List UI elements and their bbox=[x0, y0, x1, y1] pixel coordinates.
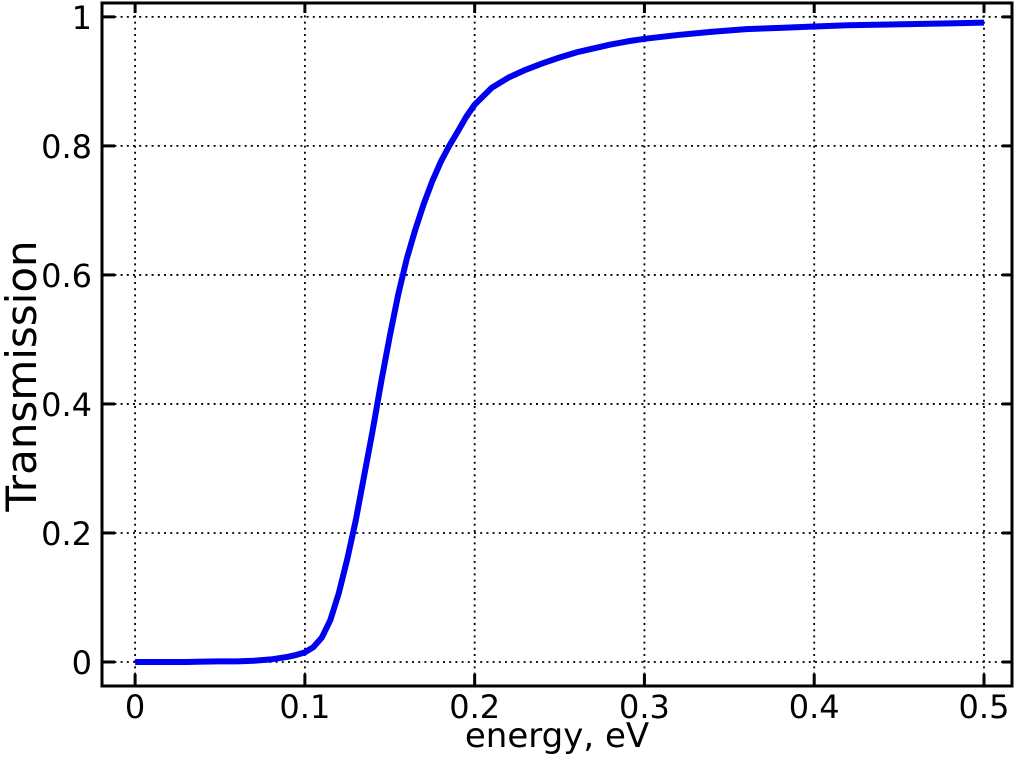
y-tick-label: 0 bbox=[71, 644, 92, 682]
x-axis-title: energy, eV bbox=[464, 716, 650, 756]
x-tick-label: 0.4 bbox=[788, 688, 840, 726]
plot-frame bbox=[100, 1, 1014, 688]
y-tick-label: 0.2 bbox=[41, 514, 92, 553]
x-tick-label: 0.2 bbox=[449, 688, 501, 726]
y-tick-label: 0.4 bbox=[41, 385, 92, 424]
data-curve-transmission bbox=[135, 19, 985, 665]
x-tick-label: 0.3 bbox=[618, 688, 670, 726]
y-tick-label: 0.6 bbox=[41, 256, 92, 295]
x-tick-label: 0.1 bbox=[279, 688, 331, 726]
y-tick-label: 1 bbox=[71, 0, 92, 37]
x-tick-label: 0 bbox=[124, 688, 146, 726]
x-tick-label: 0.5 bbox=[958, 688, 1010, 726]
y-tick-label: 0.8 bbox=[41, 127, 92, 166]
y-axis-title: Transmission bbox=[0, 240, 46, 512]
